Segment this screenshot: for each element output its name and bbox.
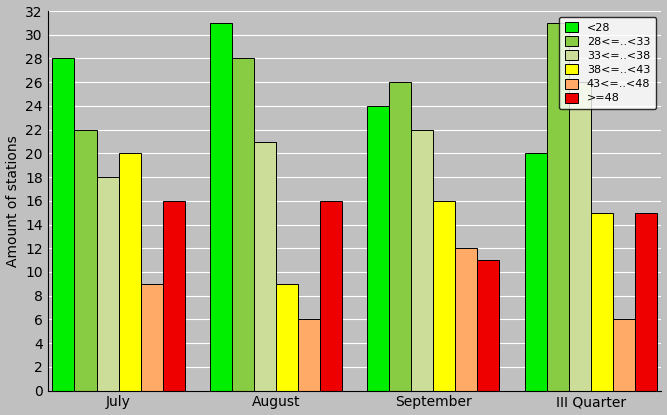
Bar [613, 320, 635, 391]
Bar [546, 23, 568, 391]
Bar [53, 59, 75, 391]
Bar [141, 284, 163, 391]
Bar [163, 201, 185, 391]
Bar [524, 154, 546, 391]
Bar [390, 82, 412, 391]
Bar [456, 248, 478, 391]
Bar [568, 82, 591, 391]
Bar [97, 177, 119, 391]
Bar [434, 201, 456, 391]
Bar [119, 154, 141, 391]
Y-axis label: Amount of stations: Amount of stations [5, 135, 19, 267]
Bar [478, 260, 500, 391]
Bar [367, 106, 390, 391]
Bar [591, 212, 613, 391]
Bar [210, 23, 232, 391]
Bar [276, 284, 298, 391]
Bar [254, 142, 276, 391]
Legend: <28, 28<=..<33, 33<=..<38, 38<=..<43, 43<=..<48, >=48: <28, 28<=..<33, 33<=..<38, 38<=..<43, 43… [559, 17, 656, 109]
Bar [232, 59, 254, 391]
Bar [75, 129, 97, 391]
Bar [298, 320, 320, 391]
Bar [412, 129, 434, 391]
Bar [635, 212, 657, 391]
Bar [320, 201, 342, 391]
